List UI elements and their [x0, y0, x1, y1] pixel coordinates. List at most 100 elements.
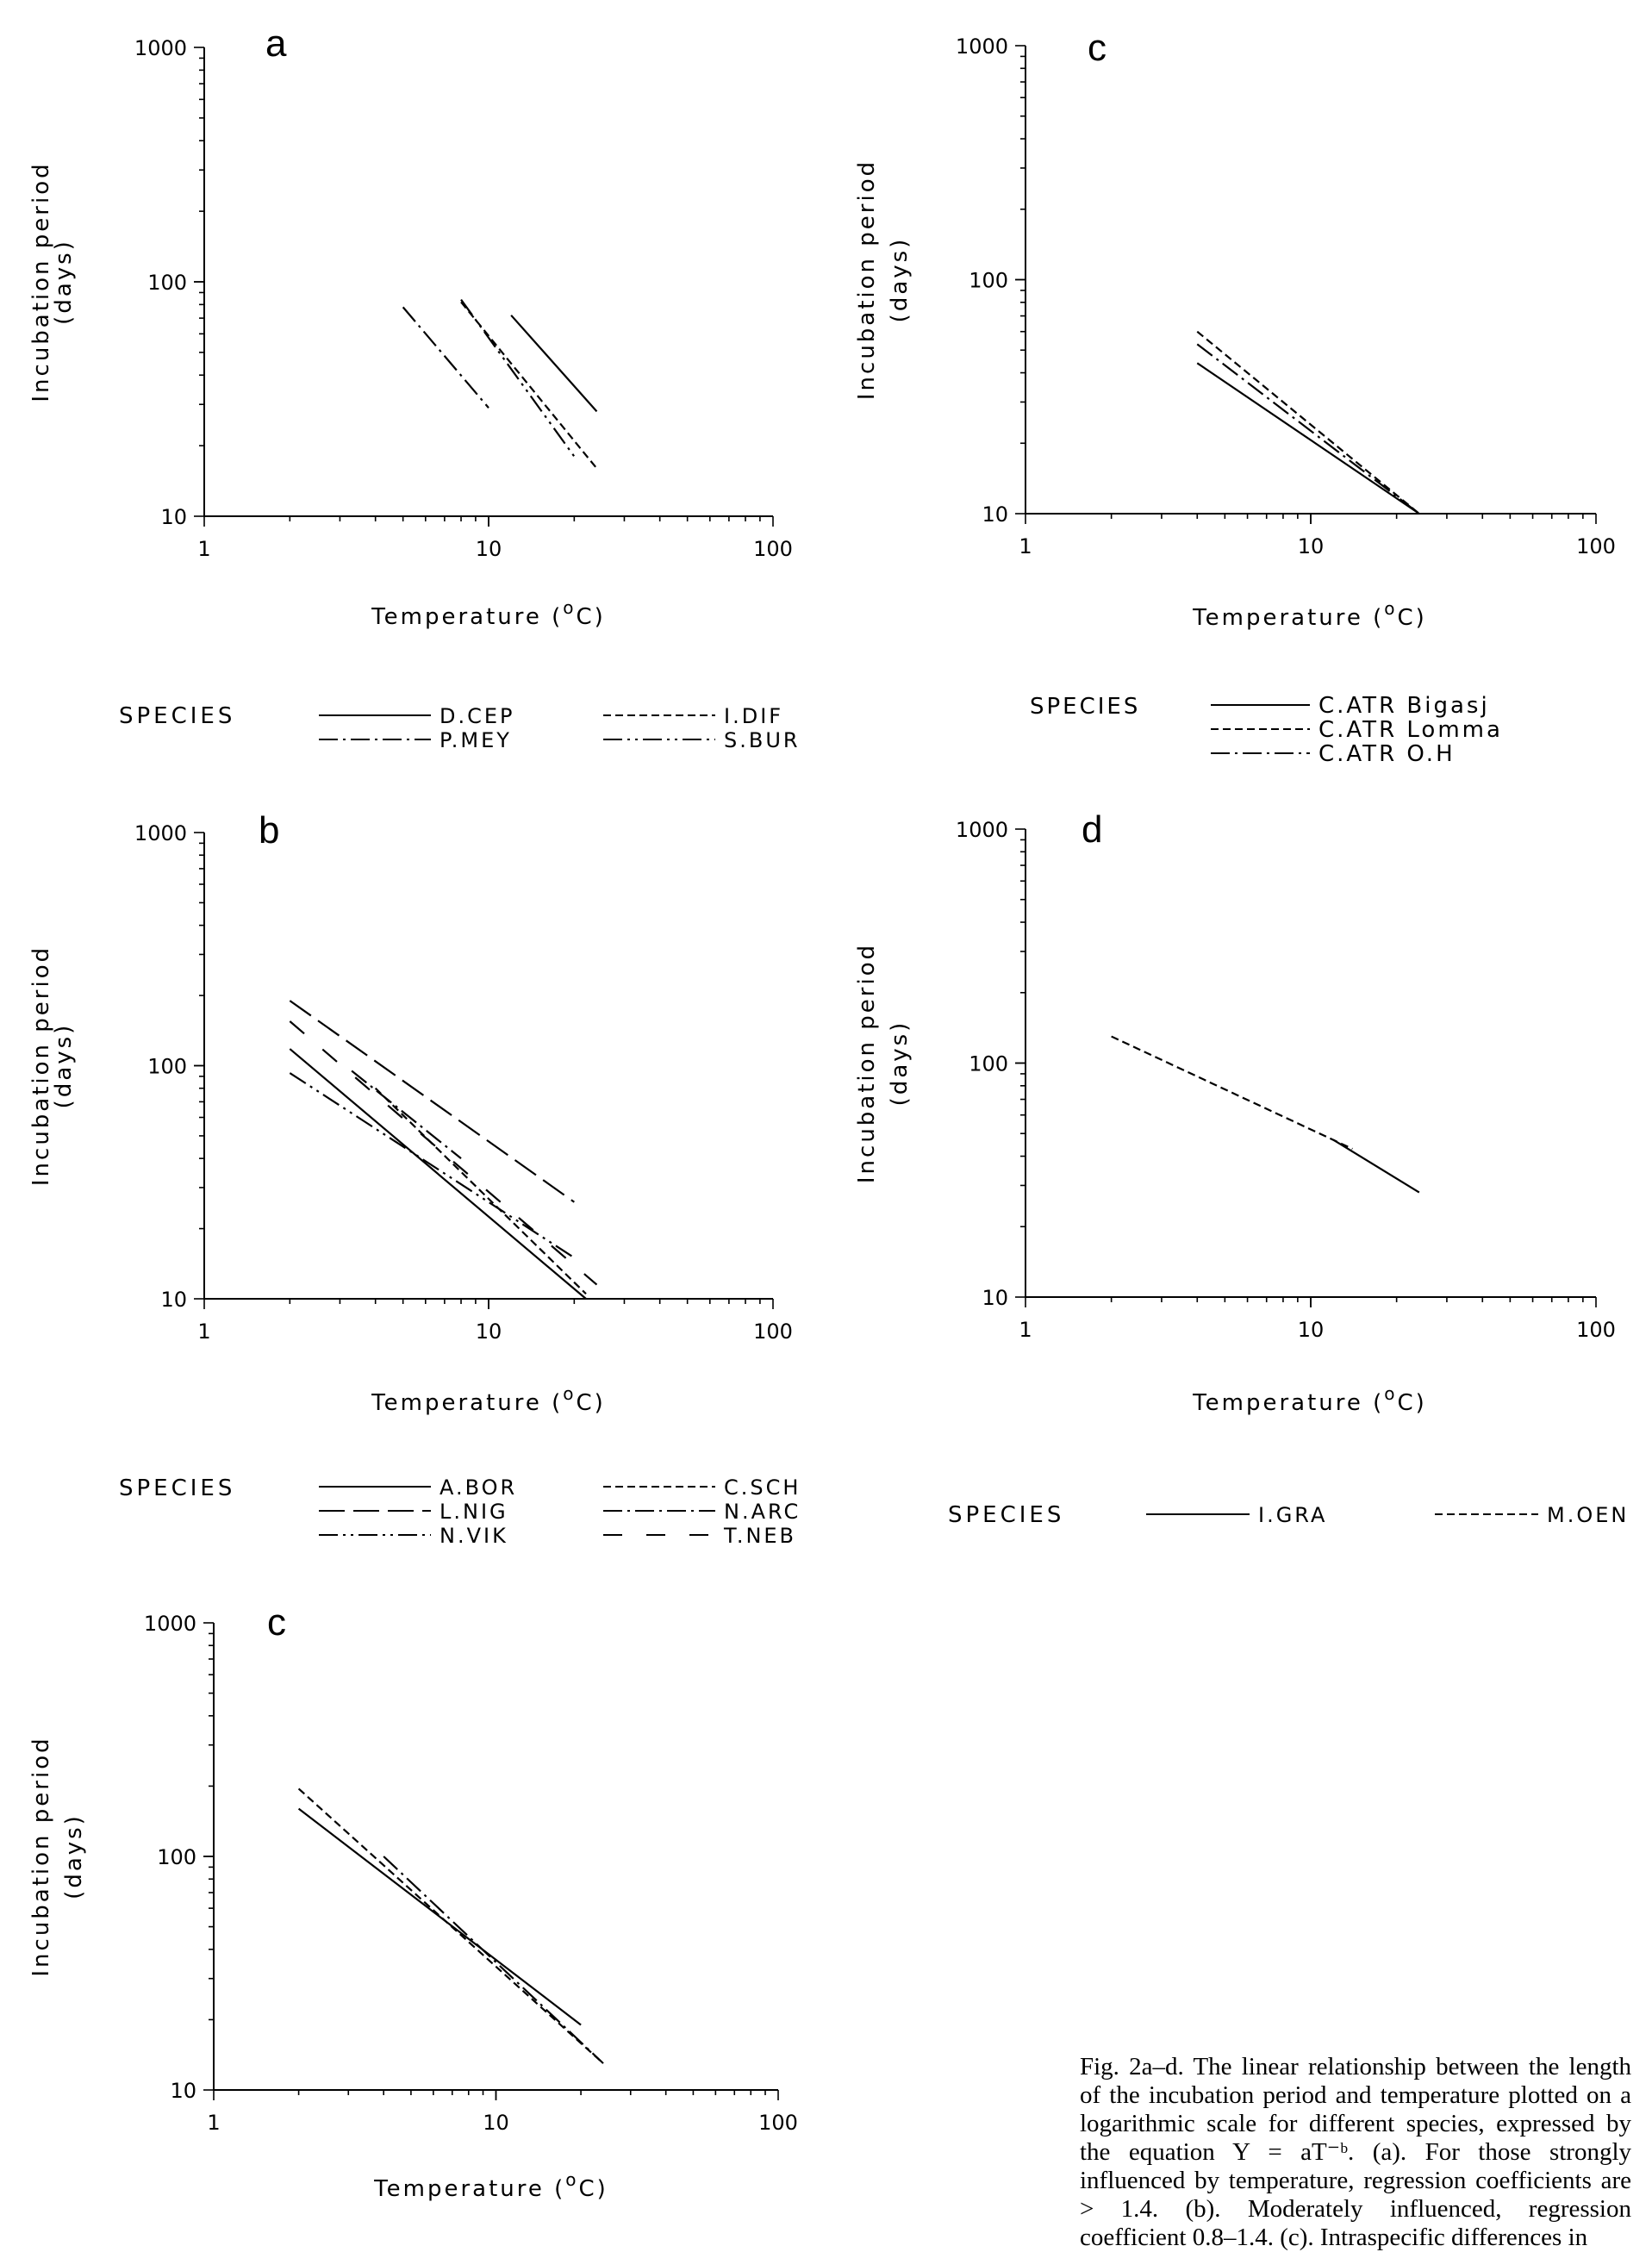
- series-line-t-neb: [289, 1020, 598, 1286]
- series-line-c-sch: [374, 1087, 587, 1295]
- y-axis-subtitle: (days): [51, 239, 77, 325]
- legend-label: L.NIG: [439, 1500, 508, 1524]
- y-axis-title: Incubation period: [854, 943, 880, 1183]
- x-axis-title-degree: o: [563, 597, 576, 618]
- x-axis-title: Temperature (oC): [1192, 598, 1427, 631]
- legend-label: C.ATR Bigasj: [1318, 693, 1490, 719]
- figure-caption: Fig. 2a–d. The linear relationship betwe…: [1080, 2053, 1631, 2251]
- legend-label: C.SCH: [724, 1475, 801, 1500]
- x-axis-title-text: Temperature (: [1192, 605, 1384, 631]
- legend-label: D.CEP: [439, 704, 515, 728]
- legend-label: P.MEY: [439, 728, 512, 752]
- series-line-d-cep: [510, 315, 598, 413]
- chart-panel-b-2: 1 10 100 10 100 1000 b Incubation period(days) T…: [28, 809, 801, 1548]
- x-axis-title: Temperature (oC): [1192, 1383, 1427, 1416]
- legend-title: SPECIES: [119, 1475, 235, 1501]
- x-axis-title-degree: o: [1384, 1383, 1397, 1404]
- y-tick-label: 10: [982, 502, 1008, 527]
- y-axis-subtitle: (days): [887, 1020, 913, 1107]
- x-tick-label: 1: [1019, 534, 1032, 558]
- x-axis-title: Temperature (oC): [371, 1383, 606, 1416]
- y-axis-title: Incubation period: [28, 161, 54, 402]
- x-tick-label: 10: [476, 537, 502, 561]
- y-axis-subtitle: (days): [61, 1813, 87, 1900]
- series-line-solid: [297, 1807, 582, 2026]
- panel-letter: c: [1088, 27, 1107, 69]
- x-tick-label: 1: [197, 1319, 210, 1344]
- x-axis-title-degree: o: [565, 2169, 578, 2190]
- legend-title: SPECIES: [119, 703, 235, 729]
- legend-label: S.BUR: [724, 728, 801, 752]
- series-line-l-nig: [289, 1000, 575, 1203]
- y-axis-title: Incubation period: [854, 159, 880, 400]
- y-tick-label: 1000: [956, 818, 1008, 842]
- x-axis-title-unit: C): [1398, 1390, 1427, 1416]
- panel-letter: c: [267, 1601, 286, 1644]
- x-axis-title-text: Temperature (: [373, 2176, 565, 2202]
- y-axis-title: Incubation period: [28, 1736, 54, 1976]
- x-axis-title-text: Temperature (: [1192, 1390, 1384, 1416]
- x-tick-label: 100: [1576, 534, 1616, 558]
- x-axis-title-unit: C): [1398, 605, 1427, 631]
- series-line-a-bor: [289, 1048, 587, 1300]
- series-line-n-vik: [289, 1072, 575, 1259]
- x-axis-title-unit: C): [577, 1390, 606, 1416]
- series-line-c-atr-o-h: [1196, 343, 1420, 515]
- legend-label: C.ATR Lomma: [1318, 717, 1503, 743]
- series-line-p-mey: [402, 306, 489, 409]
- chart-panel-c-5: 1 10 100 10 100 1000 c Incubation period (days) T…: [28, 1601, 798, 2202]
- x-tick-label: 100: [1576, 1318, 1616, 1342]
- legend-label: I.DIF: [724, 704, 783, 728]
- series-line-c-atr-bigasj: [1196, 362, 1420, 515]
- x-axis-title-text: Temperature (: [371, 604, 563, 630]
- series-line-dashdot: [383, 1856, 604, 2064]
- series-line-c-atr-lomma: [1196, 330, 1420, 515]
- y-tick-label: 1000: [956, 34, 1008, 59]
- y-tick-label: 1000: [144, 1612, 196, 1636]
- y-axis-subtitle: (days): [51, 1023, 77, 1109]
- y-tick-label: 100: [969, 1052, 1008, 1076]
- x-axis-title-unit: C): [577, 604, 606, 630]
- legend-label: C.ATR O.H: [1318, 741, 1456, 767]
- legend-label: N.ARC: [724, 1500, 801, 1524]
- x-tick-label: 100: [753, 1319, 793, 1344]
- y-tick-label: 10: [160, 505, 187, 529]
- x-tick-label: 1: [1019, 1318, 1032, 1342]
- x-tick-label: 100: [753, 537, 793, 561]
- legend-title: SPECIES: [948, 1502, 1064, 1528]
- x-axis-title: Temperature (oC): [371, 597, 606, 630]
- y-tick-label: 1000: [134, 36, 187, 60]
- y-tick-label: 100: [969, 269, 1008, 293]
- x-axis-title-degree: o: [563, 1383, 576, 1404]
- panel-letter: d: [1082, 808, 1102, 851]
- legend-label: A.BOR: [439, 1475, 517, 1500]
- y-axis-subtitle: (days): [887, 237, 913, 323]
- series-line-s-bur: [460, 298, 576, 458]
- series-line-m-oen: [1111, 1035, 1353, 1151]
- y-tick-label: 100: [147, 271, 187, 295]
- series-line-i-gra: [1332, 1138, 1420, 1194]
- legend-label: T.NEB: [723, 1524, 796, 1548]
- series-line-dashed: [297, 1787, 604, 2064]
- x-tick-label: 10: [1298, 534, 1325, 558]
- y-tick-label: 10: [170, 2079, 196, 2103]
- series-line-n-arc: [351, 1070, 462, 1160]
- x-axis-title-degree: o: [1384, 598, 1397, 619]
- panel-letter: b: [259, 809, 279, 852]
- chart-panel-a-1: 1 10 100 10 100 1000 a Incubation period(days) T…: [28, 22, 801, 752]
- x-tick-label: 10: [1298, 1318, 1325, 1342]
- chart-panel-d-4: 1 10 100 10 100 1000 d Incubation period (days) T…: [854, 808, 1626, 1528]
- x-axis-title: Temperature (oC): [373, 2169, 608, 2202]
- legend-label: N.VIK: [439, 1524, 508, 1548]
- y-tick-label: 10: [982, 1286, 1008, 1310]
- x-tick-label: 10: [476, 1319, 502, 1344]
- y-axis-title: Incubation period: [28, 945, 54, 1186]
- y-tick-label: 1000: [134, 821, 187, 845]
- legend-label: I.GRA: [1258, 1503, 1327, 1527]
- x-tick-label: 1: [197, 537, 210, 561]
- chart-panel-c-3: 1 10 100 10 100 1000 c Incubation period (days) T…: [854, 27, 1616, 767]
- x-tick-label: 10: [483, 2111, 509, 2135]
- x-tick-label: 1: [207, 2111, 220, 2135]
- legend-title: SPECIES: [1030, 694, 1140, 720]
